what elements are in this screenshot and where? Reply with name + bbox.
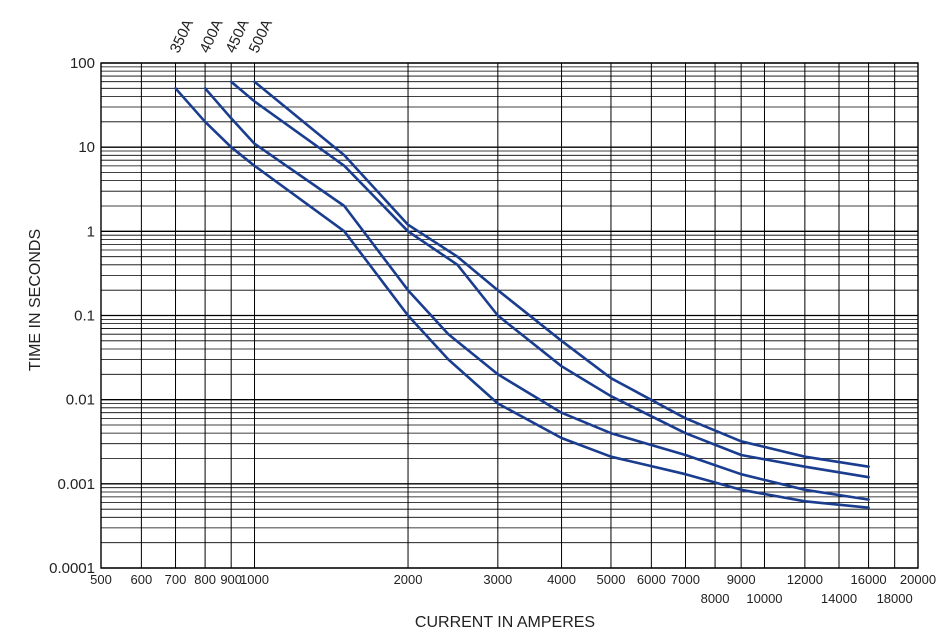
x-tick-label: 500: [90, 572, 112, 587]
curve-label-500A: 500A: [246, 17, 276, 56]
series-line-500A: [253, 80, 870, 468]
x-tick-label: 10000: [746, 591, 782, 606]
plot-border: [100, 62, 919, 569]
x-tick-label: 1000: [240, 572, 269, 587]
series-layer: [174, 80, 870, 509]
x-tick-label: 8000: [701, 591, 730, 606]
x-tick-label: 600: [131, 572, 153, 587]
x-tick-label: 7000: [671, 572, 700, 587]
y-tick-label: 100: [70, 55, 95, 72]
series-line-350A: [174, 87, 870, 509]
y-tick-label: 0.001: [57, 476, 95, 493]
curve-label-400A: 400A: [196, 17, 226, 56]
y-tick-labels: 100 10 1 0.1 0.01 0.001 0.0001: [49, 55, 95, 577]
x-tick-label: 900: [220, 572, 242, 587]
minor-grid: [101, 66, 918, 544]
x-tick-label: 12000: [787, 572, 823, 587]
x-axis-title: CURRENT IN AMPERES: [415, 614, 595, 631]
series-line-450A: [229, 80, 870, 479]
y-tick-label: 0.0001: [49, 560, 95, 577]
x-tick-label: 18000: [877, 591, 913, 606]
x-tick-label: 700: [165, 572, 187, 587]
x-tick-label: 3000: [483, 572, 512, 587]
x-tick-label: 9000: [727, 572, 756, 587]
y-axis-title: TIME IN SECONDS: [27, 229, 44, 371]
curve-label-350A: 350A: [167, 17, 197, 56]
y-tick-label: 10: [78, 139, 95, 156]
series-line-400A: [203, 87, 870, 501]
y-tick-label: 0.01: [66, 392, 95, 409]
x-tick-label: 14000: [821, 591, 857, 606]
x-tick-label: 20000: [900, 572, 936, 587]
y-tick-label: 0.1: [74, 308, 95, 325]
x-tick-label: 16000: [851, 572, 887, 587]
x-tick-label: 800: [194, 572, 216, 587]
y-tick-label: 1: [87, 223, 95, 240]
x-tick-label: 6000: [637, 572, 666, 587]
x-tick-label: 4000: [547, 572, 576, 587]
x-tick-label: 5000: [597, 572, 626, 587]
major-grid: [100, 62, 919, 569]
x-tick-label: 2000: [394, 572, 423, 587]
